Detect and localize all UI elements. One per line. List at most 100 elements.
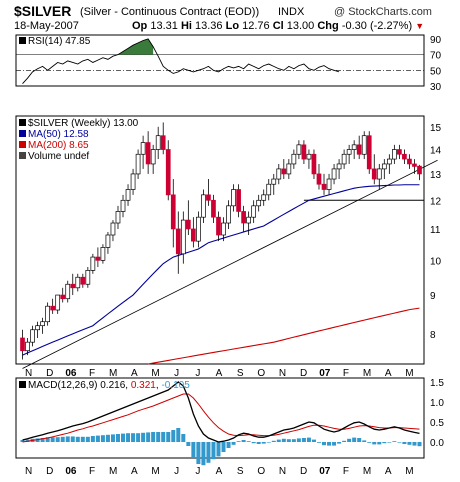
ma200-line [148,307,420,365]
candle-body [266,183,272,196]
price-tick-label: 8 [430,330,436,341]
candle-body [241,211,246,224]
chart-date: 18-May-2007 [14,20,79,32]
macd-histogram-bar [332,442,337,446]
candle-body [80,276,86,285]
rsi-line [22,38,340,84]
low-value: 12.76 [242,20,270,32]
price-frame [15,115,425,365]
macd-histogram-bar [146,432,151,442]
macd-histogram-bar [286,439,291,442]
macd-histogram-bar [271,440,276,442]
candle-body [55,294,61,311]
price-tick-label: 11 [430,225,441,236]
macd-legend-hist: -0.105 [161,380,190,391]
down-arrow-icon: ▼ [415,21,425,31]
candle-body [40,321,45,327]
candle-body [70,283,76,289]
macd-histogram-bar [105,434,110,442]
candle-body [180,219,186,255]
macd-histogram-bar [357,438,362,442]
ma50-line [22,184,420,356]
macd-tick-label: 1.0 [430,398,444,409]
x-axis-label: M [405,466,413,477]
x-axis-label: 07 [319,466,331,477]
candle-body [35,325,40,331]
candle-body [85,270,91,285]
macd-histogram-bar [256,442,261,444]
macd-signal-line [22,393,420,443]
price-tick-label: 9 [430,291,436,302]
candle-body [336,163,342,170]
macd-histogram-bar [40,438,45,442]
rsi-tick-label: 90 [430,35,442,46]
macd-histogram-bar [276,439,281,442]
macd-legend-sep: , [156,380,162,391]
macd-histogram-bar [45,437,50,442]
candle-body [346,149,352,155]
candle-body [316,173,322,185]
macd-histogram-bar [231,442,236,445]
rsi-overbought-fill [117,38,154,55]
macd-histogram-bar [322,442,327,446]
macd-histogram-bar [316,442,321,443]
macd-histogram-bar [387,442,392,443]
macd-histogram-bar [85,436,90,442]
candle-body [165,149,171,196]
macd-histogram-bar [100,435,105,442]
candle-body [381,163,387,170]
candle-body [371,168,377,180]
x-axis-label: 06 [65,368,77,379]
candle-body [160,135,166,150]
macd-histogram-bar [181,434,186,442]
macd-histogram-bar [216,442,221,457]
x-axis-label: F [89,368,95,379]
macd-tick-label: 0.5 [430,418,444,429]
candle-body [216,216,221,236]
price-tick-label: 13 [430,170,442,181]
candle-body [140,142,146,155]
macd-histogram-bar [161,432,166,442]
macd-histogram-bar [90,436,95,442]
macd-histogram-bar [367,442,372,443]
candle-body [296,144,302,155]
macd-histogram-bar [296,438,301,442]
price-legend-label: $SILVER (Weekly) 13.00 [28,118,139,129]
candle-body [150,149,156,165]
candle-body [175,228,181,255]
x-axis-label: M [151,368,159,379]
open-label: Op [132,20,148,32]
watermark: @ StockCharts.com [334,6,432,18]
macd-histogram-bar [196,442,201,464]
ohlc-summary: Op 13.31 Hi 13.36 Lo 12.76 Cl 13.00 Chg … [132,20,424,32]
x-axis-label: J [195,466,200,477]
macd-histogram-bar [342,440,347,442]
macd-histogram-bar [337,442,342,444]
x-axis-label: J [174,466,179,477]
x-axis-label: A [216,466,223,477]
rsi-panel: 30 50 70 90 RSI(14) 47.85 [15,34,442,93]
candle-body [191,228,196,242]
x-axis-label: A [131,368,138,379]
macd-histogram-bar [377,442,382,445]
candle-body [45,305,50,323]
macd-histogram-bar [50,437,55,442]
rsi-legend-swatch [19,37,26,44]
candle-body [407,158,412,165]
macd-histogram-bar [211,442,216,460]
macd-histogram-bar [347,438,352,442]
price-tick-label: 14 [430,146,442,157]
high-value: 13.36 [195,20,223,32]
macd-histogram-bar [60,436,65,442]
candle-body [412,163,417,167]
change-value: -0.30 (-2.27%) [341,20,413,32]
candle-body [206,194,211,201]
candle-body [392,149,397,160]
macd-histogram-bar [397,442,402,443]
x-axis-label: D [300,466,307,477]
candle-body [105,234,111,248]
candle-body [196,216,201,242]
macd-histogram-bar [407,442,412,445]
candle-body [231,189,236,207]
